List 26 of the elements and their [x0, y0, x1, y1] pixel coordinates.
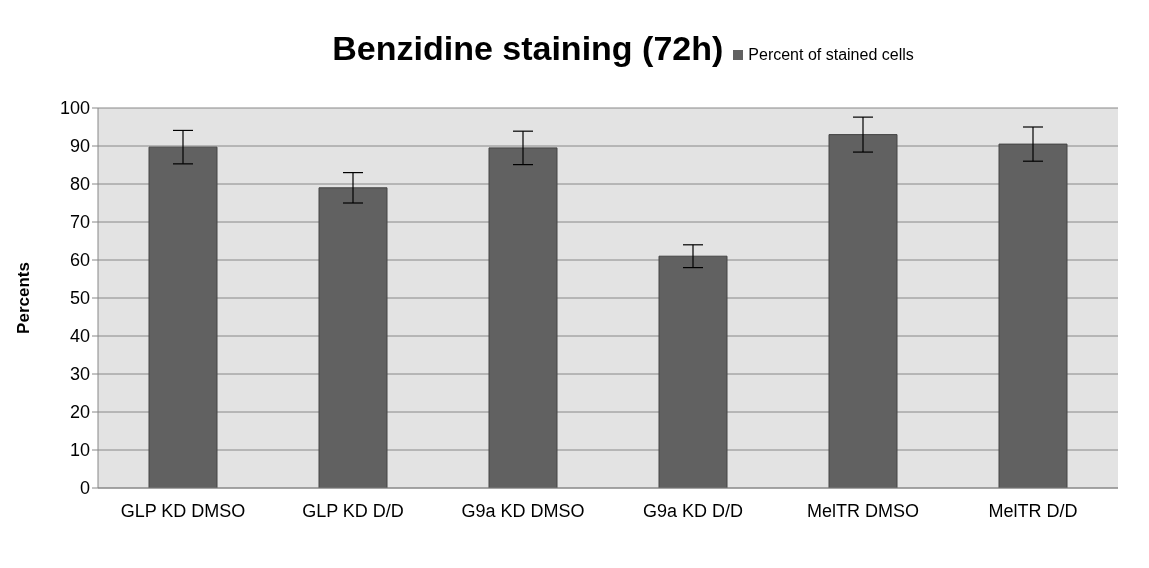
- bar: [488, 147, 558, 488]
- x-tick-label: GLP KD DMSO: [120, 500, 246, 521]
- y-tick-label: 80: [69, 174, 90, 195]
- y-axis-title: Percents: [14, 262, 34, 334]
- chart-title: Benzidine staining (72h): [332, 28, 724, 68]
- bar: [658, 255, 728, 488]
- bar: [998, 143, 1068, 488]
- y-tick-label: 70: [69, 212, 90, 233]
- y-tick-label: 40: [69, 326, 90, 347]
- x-tick-label: GLP KD D/D: [302, 500, 404, 521]
- y-tick-label: 0: [79, 478, 90, 499]
- y-tick-label: 10: [69, 440, 90, 461]
- x-tick-label: MelTR DMSO: [807, 500, 919, 521]
- legend-label: Percent of stained cells: [748, 46, 914, 64]
- bar: [318, 187, 388, 488]
- x-tick-label: MelTR D/D: [988, 500, 1078, 521]
- y-tick-label: 60: [69, 250, 90, 271]
- x-tick-label: G9a KD DMSO: [461, 500, 585, 521]
- y-tick-label: 100: [59, 98, 90, 119]
- y-tick-label: 90: [69, 136, 90, 157]
- y-tick-label: 20: [69, 402, 90, 423]
- y-tick-label: 50: [69, 288, 90, 309]
- bar: [148, 146, 218, 488]
- bar: [828, 134, 898, 488]
- x-tick-label: G9a KD D/D: [642, 500, 744, 521]
- y-tick-label: 30: [69, 364, 90, 385]
